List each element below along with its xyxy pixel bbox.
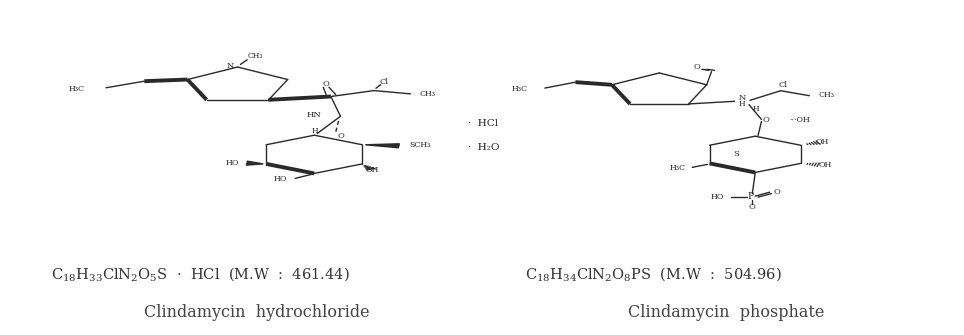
Text: $\mathregular{C_{18}H_{33}ClN_2O_5S}$  ·  HCl  (M.W  :  461.44): $\mathregular{C_{18}H_{33}ClN_2O_5S}$ · … — [51, 266, 349, 283]
Text: Clindamycin  hydrochloride: Clindamycin hydrochloride — [144, 304, 369, 321]
Text: HO: HO — [226, 158, 239, 166]
Text: HO: HO — [274, 175, 287, 183]
Text: N: N — [738, 94, 746, 102]
Text: HO: HO — [710, 193, 724, 201]
Text: P: P — [747, 192, 754, 201]
Text: H: H — [739, 100, 745, 108]
Text: H₃C: H₃C — [512, 85, 527, 93]
Text: CH₃: CH₃ — [247, 53, 262, 61]
Text: OH: OH — [365, 166, 379, 174]
Text: N: N — [227, 62, 233, 70]
Text: S: S — [733, 150, 739, 158]
Text: Clindamycin  phosphate: Clindamycin phosphate — [629, 304, 824, 321]
Text: H₃C: H₃C — [670, 164, 685, 172]
Text: O: O — [774, 188, 781, 196]
Text: O: O — [323, 80, 330, 88]
Text: O: O — [749, 203, 756, 211]
Text: SCH₃: SCH₃ — [410, 141, 431, 149]
Text: CH₃: CH₃ — [419, 90, 436, 98]
Text: HN: HN — [307, 111, 321, 119]
Text: OH: OH — [818, 161, 832, 169]
Text: O: O — [694, 63, 701, 71]
Text: OH: OH — [816, 138, 829, 146]
Text: O: O — [337, 132, 345, 140]
Text: CH₃: CH₃ — [818, 91, 835, 99]
Text: Cl: Cl — [379, 78, 388, 86]
Text: H₃C: H₃C — [68, 85, 85, 93]
Polygon shape — [365, 144, 399, 148]
Text: H: H — [752, 105, 759, 113]
Text: O: O — [763, 116, 769, 124]
Polygon shape — [246, 161, 263, 165]
Text: $\mathregular{C_{18}H_{34}ClN_2O_8PS}$  (M.W  :  504.96): $\mathregular{C_{18}H_{34}ClN_2O_8PS}$ (… — [525, 266, 782, 283]
Text: Cl: Cl — [779, 81, 788, 89]
Text: ···OH: ···OH — [790, 116, 810, 124]
Text: ·  HCl: · HCl — [468, 119, 497, 128]
Text: H: H — [311, 127, 318, 135]
Text: ·  H₂O: · H₂O — [468, 143, 499, 152]
